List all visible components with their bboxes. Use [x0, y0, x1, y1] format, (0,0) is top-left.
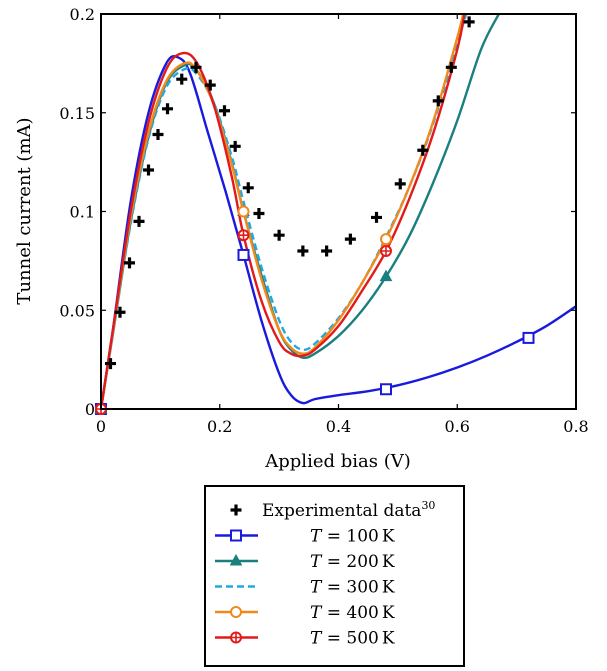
- series-line-500k: [101, 14, 466, 409]
- x-axis-ticks: 0 0.2 0.4 0.6 0.8: [96, 14, 589, 436]
- series-marker-200k: [379, 269, 393, 282]
- experimental-point: [297, 245, 309, 257]
- y-tick-label: 0: [85, 400, 95, 419]
- series-marker-100k: [237, 248, 250, 261]
- series-marker-400k: [380, 233, 392, 246]
- series-marker-500k: [380, 245, 392, 257]
- series-line-400k: [101, 14, 465, 409]
- series-layer: [101, 14, 576, 409]
- experimental-point: [273, 229, 285, 241]
- experimental-point: [242, 182, 254, 194]
- y-tick-label: 0.15: [59, 104, 95, 123]
- series-marker-100k: [522, 331, 535, 344]
- y-axis-ticks: 0 0.05 0.1 0.15 0.2: [59, 5, 576, 419]
- x-tick-label: 0.2: [207, 417, 232, 436]
- x-tick-label: 0.8: [563, 417, 588, 436]
- experimental-point: [143, 164, 154, 176]
- legend-label-200k: T = 200 K: [310, 552, 395, 572]
- experimental-point: [463, 16, 475, 28]
- experimental-point: [152, 128, 164, 140]
- experimental-point: [445, 61, 457, 73]
- legend-label-300k: T = 300 K: [310, 578, 395, 598]
- legend-label-100k: T = 100 K: [310, 527, 395, 547]
- experimental-point: [432, 95, 444, 107]
- legend-frame: [204, 485, 465, 667]
- legend-marker-400k: [230, 606, 242, 618]
- experimental-point: [105, 358, 116, 370]
- x-tick-label: 0: [96, 417, 106, 436]
- experimental-point: [229, 140, 241, 152]
- y-tick-label: 0.2: [70, 5, 95, 24]
- experimental-point: [124, 257, 135, 269]
- y-axis-title: Tunnel current (mA): [14, 117, 35, 304]
- experimental-point: [114, 306, 126, 318]
- experimental-point: [219, 105, 230, 117]
- legend: Experimental data30 T = 100 K T = 200 K T = 3…: [204, 485, 465, 667]
- legend-marker-200k: [229, 553, 243, 566]
- experimental-point: [417, 144, 429, 156]
- experimental-point: [394, 178, 406, 190]
- legend-label-experimental: Experimental data30: [262, 499, 435, 521]
- legend-marker-100k: [230, 529, 242, 542]
- experimental-point: [190, 61, 202, 73]
- legend-label-500k: T = 500 K: [310, 629, 395, 649]
- marker-layer: [94, 204, 535, 415]
- experimental-point: [133, 215, 145, 227]
- x-tick-label: 0.6: [445, 417, 470, 436]
- legend-label-400k: T = 400 K: [310, 603, 395, 623]
- legend-symbol-experimental: [230, 504, 242, 516]
- experimental-point: [321, 245, 333, 257]
- y-tick-label: 0.05: [59, 301, 95, 320]
- experimental-point: [253, 207, 265, 219]
- x-tick-label: 0.4: [326, 417, 351, 436]
- experimental-layer: [95, 16, 475, 415]
- x-axis-title: Applied bias (V): [264, 451, 410, 472]
- series-marker-100k: [380, 383, 392, 396]
- experimental-point: [176, 73, 188, 85]
- experimental-point: [371, 211, 382, 223]
- y-tick-label: 0.1: [70, 203, 95, 222]
- experimental-point: [204, 79, 216, 91]
- legend-marker-500k: [230, 631, 242, 644]
- series-line-100k: [101, 54, 576, 409]
- series-marker-500k: [237, 229, 250, 242]
- series-marker-400k: [237, 205, 250, 218]
- experimental-point: [344, 233, 356, 245]
- experimental-point: [162, 103, 173, 115]
